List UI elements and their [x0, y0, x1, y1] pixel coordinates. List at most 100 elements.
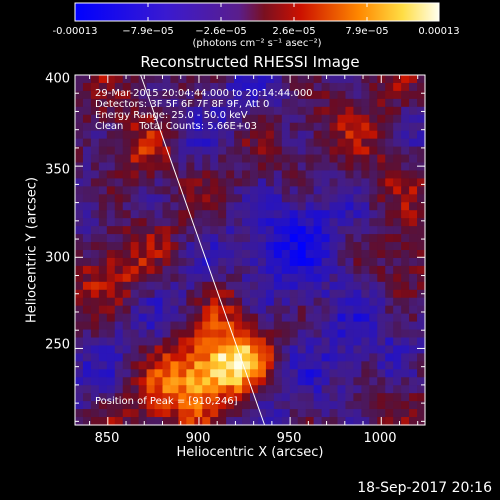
heatmap-cell — [138, 162, 148, 172]
heatmap-cell — [194, 218, 203, 227]
heatmap-cell — [417, 377, 426, 386]
heatmap-cell — [337, 75, 347, 84]
heatmap-cell — [297, 186, 307, 195]
heatmap-cell — [289, 393, 299, 402]
heatmap-cell — [369, 210, 378, 219]
heatmap-cell — [250, 226, 259, 235]
plot-frame — [74, 74, 426, 426]
heatmap-cell — [265, 162, 275, 172]
heatmap-cell — [186, 170, 195, 179]
heatmap-cell — [186, 114, 195, 124]
heatmap-cell — [297, 234, 307, 243]
heatmap-cell — [401, 313, 410, 323]
heatmap-cell — [138, 353, 148, 362]
heatmap-cell — [122, 154, 132, 164]
heatmap-cell — [194, 122, 203, 132]
heatmap-cell — [313, 122, 323, 132]
heatmap-cell — [401, 90, 410, 100]
heatmap-cell — [337, 409, 347, 418]
heatmap-cell — [106, 250, 116, 259]
heatmap-cell — [75, 377, 84, 386]
heatmap-cell — [98, 345, 108, 354]
heatmap-cell — [154, 337, 164, 347]
heatmap-cell — [218, 329, 227, 339]
heatmap-cell — [98, 75, 108, 84]
heatmap-cell — [345, 218, 354, 227]
heatmap-cell — [321, 353, 331, 362]
heatmap-cell — [329, 90, 339, 100]
heatmap-cell — [226, 170, 235, 179]
heatmap-cell — [289, 329, 299, 339]
heatmap-cell — [178, 401, 187, 410]
heatmap-cell — [377, 273, 386, 283]
heatmap-cell — [297, 321, 307, 331]
heatmap-cell — [146, 178, 156, 187]
heatmap-cell — [289, 98, 299, 108]
heatmap-cell — [82, 130, 92, 140]
heatmap-cell — [305, 257, 315, 267]
heatmap-cell — [162, 114, 172, 124]
heatmap-cell — [154, 281, 164, 291]
heatmap-cell — [218, 226, 227, 235]
heatmap-cell — [242, 250, 251, 259]
heatmap-cell — [337, 305, 347, 315]
heatmap-cell — [138, 329, 148, 339]
heatmap-cell — [329, 305, 339, 315]
heatmap-cell — [281, 138, 291, 148]
heatmap-cell — [138, 178, 148, 187]
heatmap-cell — [234, 313, 243, 323]
heatmap-cell — [401, 393, 410, 402]
heatmap-cell — [305, 170, 315, 179]
heatmap-cell — [234, 250, 243, 259]
heatmap-cell — [106, 130, 116, 140]
heatmap-cell — [289, 226, 299, 235]
heatmap-cell — [186, 82, 195, 92]
heatmap-cell — [305, 321, 315, 331]
heatmap-cell — [265, 257, 275, 267]
heatmap-cell — [257, 377, 267, 386]
heatmap-cell — [313, 138, 323, 148]
heatmap-cell — [106, 337, 116, 347]
heatmap-cell — [202, 122, 211, 132]
heatmap-cell — [122, 226, 132, 235]
heatmap-cell — [313, 114, 323, 124]
heatmap-cell — [202, 194, 211, 203]
heatmap-cell — [337, 385, 347, 394]
heatmap-cell — [186, 297, 195, 307]
heatmap-cell — [281, 210, 291, 219]
heatmap-cell — [162, 210, 172, 219]
heatmap-cell — [313, 194, 323, 203]
heatmap-cell — [321, 146, 331, 156]
heatmap-cell — [289, 265, 299, 275]
heatmap-cell — [122, 82, 132, 92]
heatmap-cell — [345, 297, 354, 307]
heatmap-cell — [337, 146, 347, 156]
heatmap-cell — [122, 242, 132, 251]
heatmap-cell — [417, 393, 426, 402]
heatmap-cell — [361, 409, 370, 418]
heatmap-cell — [82, 82, 92, 92]
heatmap-cell — [377, 122, 386, 132]
heatmap-cell — [369, 114, 378, 124]
heatmap-cell — [218, 186, 227, 195]
heatmap-cell — [138, 186, 148, 195]
heatmap-cell — [114, 90, 124, 100]
heatmap-cell — [321, 297, 331, 307]
heatmap-cell — [218, 257, 227, 267]
heatmap-cell — [218, 385, 227, 394]
heatmap-cell — [281, 250, 291, 259]
heatmap-cell — [138, 265, 148, 275]
heatmap-cell — [385, 305, 394, 315]
heatmap-cell — [146, 146, 156, 156]
heatmap-cell — [409, 297, 418, 307]
heatmap-cell — [289, 138, 299, 148]
heatmap-cell — [130, 369, 140, 378]
heatmap-cell — [186, 210, 195, 219]
heatmap-cell — [178, 329, 187, 339]
heatmap-cell — [289, 106, 299, 116]
heatmap-cell — [305, 265, 315, 275]
heatmap-cell — [210, 265, 219, 275]
heatmap-cell — [122, 75, 132, 84]
heatmap-cell — [273, 265, 283, 275]
